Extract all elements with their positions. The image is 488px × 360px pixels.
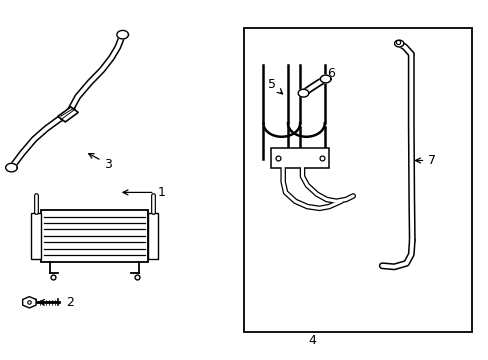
Polygon shape: [320, 75, 330, 83]
Bar: [31, 213, 41, 259]
Bar: [244, 28, 471, 332]
Polygon shape: [58, 107, 78, 122]
Polygon shape: [394, 40, 403, 47]
Text: 7: 7: [415, 154, 435, 167]
Bar: [270, 148, 328, 168]
Polygon shape: [298, 89, 308, 97]
Bar: [147, 213, 158, 259]
Bar: [41, 210, 147, 261]
Text: 1: 1: [122, 186, 165, 199]
Polygon shape: [117, 31, 128, 39]
Text: 6: 6: [320, 67, 334, 80]
Text: 5: 5: [267, 78, 282, 94]
Polygon shape: [6, 163, 17, 172]
Text: 3: 3: [88, 154, 112, 171]
Polygon shape: [22, 297, 36, 308]
Text: 2: 2: [65, 296, 73, 309]
Text: 4: 4: [307, 334, 315, 347]
